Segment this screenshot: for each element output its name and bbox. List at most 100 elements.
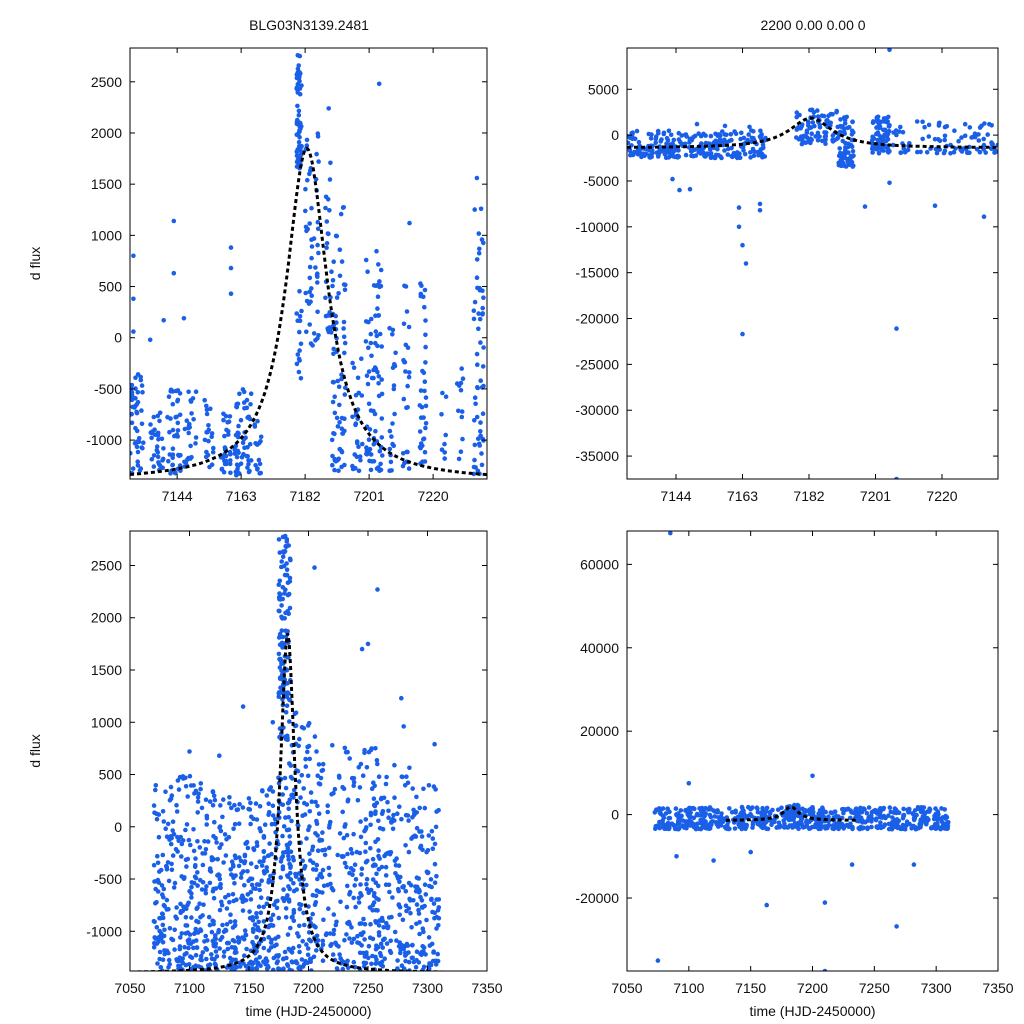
data-point <box>231 864 236 869</box>
data-point <box>330 283 335 289</box>
data-point <box>302 922 307 928</box>
data-point <box>363 860 369 865</box>
data-point <box>315 938 321 943</box>
data-point <box>431 784 437 789</box>
data-point <box>472 457 477 463</box>
data-point <box>170 452 176 458</box>
data-point <box>400 884 405 890</box>
data-point <box>390 826 396 832</box>
data-point <box>204 884 209 889</box>
data-point <box>180 960 185 965</box>
data-point <box>379 811 385 816</box>
data-point <box>248 391 254 397</box>
data-point <box>211 895 217 901</box>
data-point <box>478 206 484 212</box>
data-point <box>342 340 348 346</box>
data-point <box>304 802 310 807</box>
data-point <box>725 152 731 157</box>
data-point <box>376 774 382 779</box>
data-point <box>172 927 177 933</box>
data-point <box>749 128 754 133</box>
data-point <box>875 130 881 135</box>
data-point <box>326 231 331 237</box>
data-point <box>198 786 203 792</box>
data-point <box>335 378 341 384</box>
data-point <box>299 902 304 908</box>
data-point <box>180 774 186 779</box>
data-point <box>272 821 277 827</box>
data-point <box>304 298 310 304</box>
x-tick-label: 7144 <box>660 488 691 504</box>
data-point <box>811 809 816 815</box>
data-point <box>286 806 292 812</box>
data-point <box>407 765 412 771</box>
data-point <box>738 136 743 142</box>
data-point <box>687 186 693 192</box>
data-point <box>368 810 374 816</box>
data-point <box>135 449 141 455</box>
data-point <box>306 827 311 833</box>
data-point <box>213 962 218 968</box>
data-point <box>166 878 172 884</box>
data-point <box>720 140 725 145</box>
data-point <box>746 804 751 810</box>
data-point <box>879 139 885 144</box>
data-point <box>223 413 229 419</box>
data-point <box>295 318 301 324</box>
data-point <box>387 889 392 895</box>
data-point <box>215 856 220 862</box>
data-point <box>237 855 242 860</box>
data-point <box>309 799 315 804</box>
data-point <box>320 958 326 963</box>
data-point <box>422 379 428 385</box>
data-point <box>191 783 196 788</box>
data-point <box>152 427 157 433</box>
data-point <box>422 882 428 887</box>
data-point <box>430 958 436 964</box>
data-point <box>831 138 836 143</box>
data-point <box>228 912 233 917</box>
data-point <box>333 313 339 319</box>
data-point <box>740 331 745 337</box>
data-point <box>849 144 855 149</box>
data-point <box>777 823 782 828</box>
data-point <box>677 187 682 193</box>
data-point <box>392 411 397 417</box>
data-point <box>317 873 322 878</box>
data-point <box>327 208 332 213</box>
data-point <box>764 805 770 811</box>
data-point <box>254 817 260 822</box>
data-point <box>368 452 374 457</box>
x-tick-label: 7350 <box>471 980 502 996</box>
data-point <box>297 348 302 353</box>
data-point <box>922 819 927 824</box>
data-point <box>384 925 390 930</box>
data-point <box>287 605 293 611</box>
data-point <box>297 949 302 955</box>
data-point <box>870 150 875 155</box>
data-point <box>204 816 210 821</box>
data-point <box>443 394 449 400</box>
data-point <box>236 863 242 869</box>
data-point <box>277 550 283 555</box>
data-point <box>891 142 896 148</box>
data-point <box>383 873 389 878</box>
data-point <box>359 932 364 938</box>
data-point <box>353 877 359 882</box>
data-point <box>346 919 352 925</box>
data-point <box>315 242 320 248</box>
data-point <box>736 224 742 230</box>
data-point <box>173 470 178 476</box>
data-point <box>369 746 374 751</box>
data-point <box>250 961 255 967</box>
data-point <box>815 824 820 830</box>
data-point <box>283 785 289 791</box>
data-point <box>418 388 424 393</box>
data-point <box>634 128 640 134</box>
data-point <box>423 344 428 350</box>
data-point <box>264 901 270 907</box>
data-point <box>407 220 412 226</box>
data-point <box>393 871 398 876</box>
data-point <box>458 449 464 455</box>
data-point <box>368 331 374 337</box>
